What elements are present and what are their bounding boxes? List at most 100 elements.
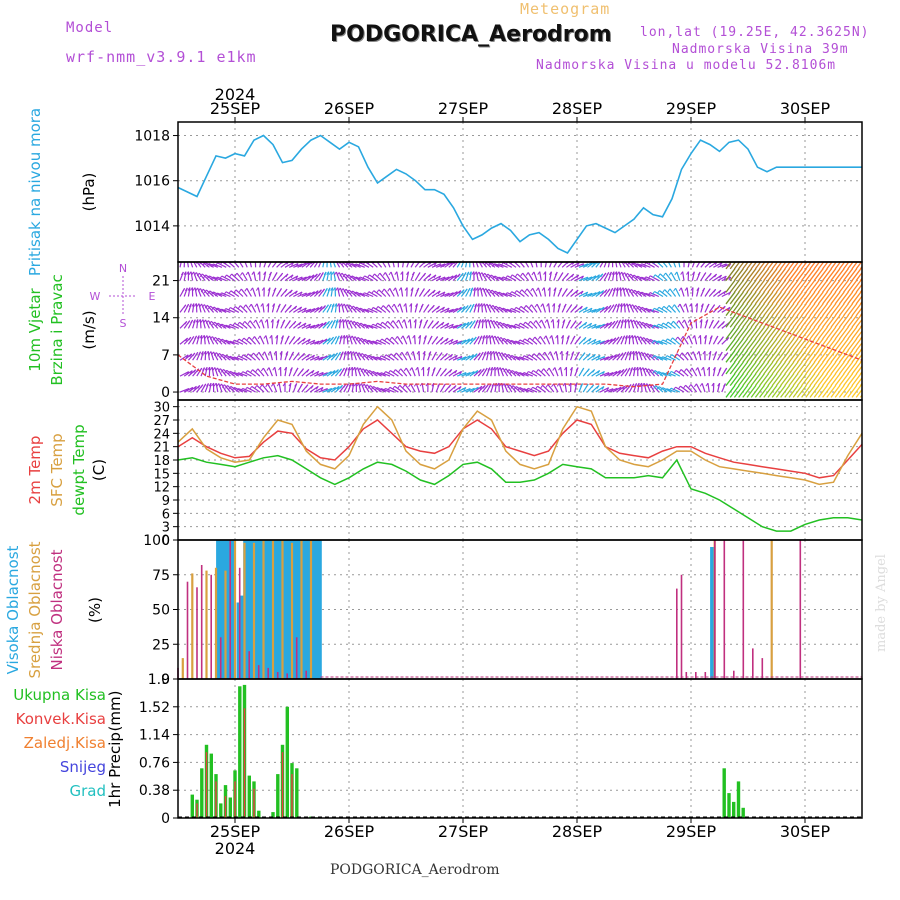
wind-barb-flag xyxy=(716,320,720,324)
wind-barb xyxy=(822,326,833,340)
wind-barb xyxy=(843,268,854,281)
wind-barb-flag xyxy=(571,273,575,278)
wind-barb xyxy=(542,384,551,393)
wind-barb-flag xyxy=(635,290,639,295)
wind-barb xyxy=(381,338,391,345)
wind-barb-flag xyxy=(388,271,392,276)
wind-barb xyxy=(759,262,766,270)
wind-barb-flag xyxy=(273,350,277,355)
wind-barb xyxy=(652,384,660,393)
wind-barb xyxy=(440,292,450,298)
wind-barb xyxy=(207,320,215,329)
wind-barb xyxy=(522,272,530,281)
y-tick-label: 75 xyxy=(152,568,170,584)
wind-barb xyxy=(314,356,324,361)
wind-barb xyxy=(750,361,761,375)
wind-barb-flag xyxy=(486,351,489,355)
wind-barb xyxy=(493,351,496,361)
wind-barb-flag xyxy=(635,335,639,340)
wind-barb xyxy=(339,319,342,329)
wind-barb xyxy=(742,314,753,328)
wind-barb xyxy=(746,338,757,352)
wind-barb xyxy=(460,262,465,268)
wind-barb xyxy=(448,262,456,268)
wind-barb xyxy=(830,303,841,316)
wind-barb xyxy=(725,384,736,398)
wind-barb-flag xyxy=(211,306,215,311)
wind-barb xyxy=(813,314,824,328)
wind-barb-flag xyxy=(294,305,298,310)
wind-barb xyxy=(225,308,235,313)
wind-barb-flag xyxy=(272,366,276,371)
wind-barb-flag xyxy=(591,384,595,389)
wind-barb xyxy=(754,291,765,305)
y-tick-label: 6 xyxy=(162,507,170,522)
wind-barb-flag xyxy=(320,272,324,276)
page-title: PODGORICA_Aerodrom xyxy=(330,22,612,47)
wind-barb xyxy=(830,361,841,375)
wind-barb-flag xyxy=(705,319,709,323)
wind-barb-flag xyxy=(637,321,640,325)
wind-barb xyxy=(509,384,517,393)
wind-barb xyxy=(486,351,490,361)
wind-barb-flag xyxy=(626,351,630,355)
wind-barb xyxy=(284,262,294,268)
wind-barb xyxy=(738,262,745,270)
wind-barb-flag xyxy=(727,306,731,311)
day-label-bottom: 29SEP xyxy=(666,822,717,841)
wind-barb-flag xyxy=(413,319,417,323)
wind-barb-flag xyxy=(632,366,636,371)
wind-barb-flag xyxy=(532,336,536,341)
wind-barb xyxy=(750,384,761,398)
wind-barb xyxy=(539,271,542,281)
wind-barb-flag xyxy=(553,351,557,355)
y-tick-label: 14 xyxy=(152,311,170,327)
wind-barb-flag xyxy=(213,382,217,387)
wind-barb xyxy=(826,291,837,305)
y-tick-label: 1016 xyxy=(134,174,170,190)
cloud-low-bar xyxy=(196,587,198,679)
wind-barb-flag xyxy=(372,273,375,278)
wind-barb xyxy=(759,314,770,328)
wind-barb-flag xyxy=(586,368,590,372)
wind-barb xyxy=(851,349,862,363)
wind-barb xyxy=(538,352,546,361)
wind-barb xyxy=(763,279,774,293)
wind-barb xyxy=(851,303,862,316)
wind-barb xyxy=(202,319,206,329)
wind-barb xyxy=(503,383,509,393)
wind-barb xyxy=(408,335,412,345)
wind-barb xyxy=(754,373,765,387)
wind-barb-flag xyxy=(292,336,296,340)
wind-barb xyxy=(341,272,349,281)
wind-barb xyxy=(187,287,191,297)
wind-barb xyxy=(607,262,611,268)
y-tick-label: 21 xyxy=(152,274,170,290)
wind-barb xyxy=(548,367,555,377)
precip-total-bar xyxy=(247,775,251,818)
wind-barb-flag xyxy=(353,351,357,356)
wind-barb xyxy=(561,335,564,345)
wind-barb xyxy=(404,384,412,393)
wind-barb-flag xyxy=(675,336,679,341)
wind-barb-flag xyxy=(200,319,204,323)
wind-barb-flag xyxy=(231,356,235,361)
wind-barb-flag xyxy=(623,319,627,323)
wind-barb-flag xyxy=(616,336,620,341)
wind-barb-flag xyxy=(535,385,538,390)
wind-barb-flag xyxy=(693,383,697,388)
wind-barb xyxy=(713,262,723,268)
wind-barb xyxy=(552,319,555,329)
wind-barb-flag xyxy=(344,367,348,371)
wind-barb-flag xyxy=(612,320,616,325)
wind-barb-flag xyxy=(673,287,676,292)
wind-barb xyxy=(284,367,288,377)
wind-barb xyxy=(843,279,854,293)
wind-barb-flag xyxy=(466,271,470,276)
wind-barb-flag xyxy=(601,290,605,294)
wind-barb-flag xyxy=(285,273,289,278)
wind-barb-flag xyxy=(684,368,687,372)
wind-barb-flag xyxy=(522,321,526,326)
wind-barb xyxy=(368,291,378,298)
wind-barb xyxy=(547,384,555,393)
